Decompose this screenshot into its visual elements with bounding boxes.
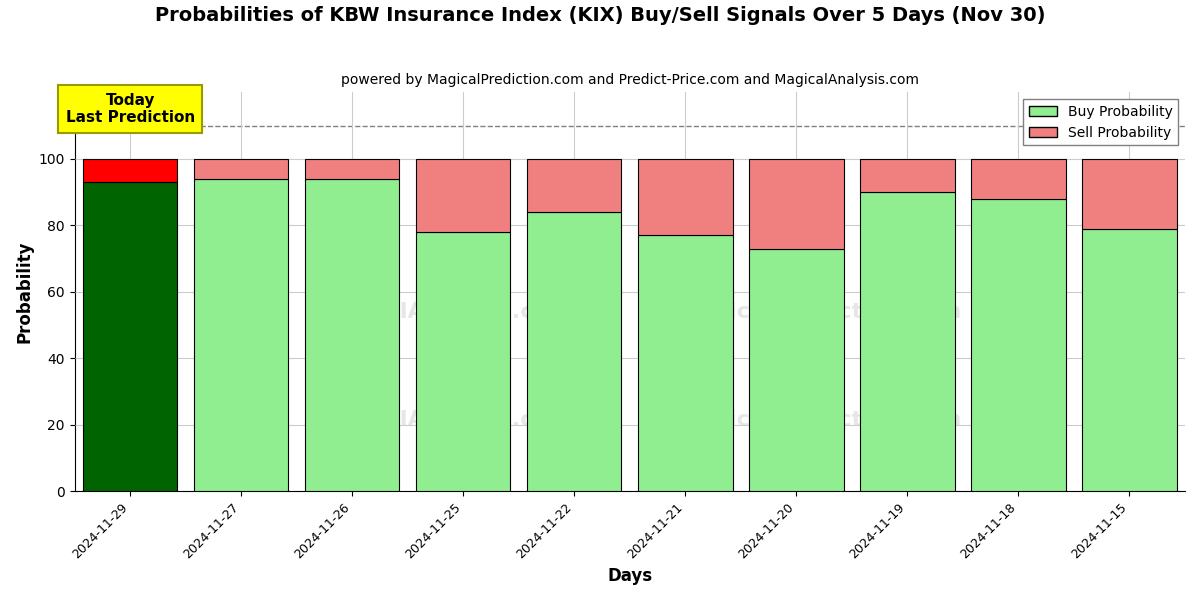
Text: Probabilities of KBW Insurance Index (KIX) Buy/Sell Signals Over 5 Days (Nov 30): Probabilities of KBW Insurance Index (KI… (155, 6, 1045, 25)
Bar (527, 212, 622, 491)
Bar (416, 159, 510, 232)
Text: MagicalAnalysis.com: MagicalAnalysis.com (311, 302, 571, 322)
Bar (749, 248, 844, 491)
Bar (860, 192, 955, 491)
Bar (971, 159, 1066, 199)
Bar (638, 159, 732, 235)
Text: MagicalPrediction.com: MagicalPrediction.com (676, 302, 961, 322)
Bar (971, 199, 1066, 491)
Bar (860, 159, 955, 192)
Legend: Buy Probability, Sell Probability: Buy Probability, Sell Probability (1024, 99, 1178, 145)
Bar (749, 159, 844, 248)
Text: MagicalPrediction.com: MagicalPrediction.com (676, 410, 961, 430)
Bar (638, 235, 732, 491)
Bar (194, 159, 288, 179)
Text: MagicalAnalysis.com: MagicalAnalysis.com (311, 410, 571, 430)
X-axis label: Days: Days (607, 567, 653, 585)
Bar (305, 179, 400, 491)
Bar (1082, 229, 1177, 491)
Bar (83, 159, 178, 182)
Bar (194, 179, 288, 491)
Bar (527, 159, 622, 212)
Bar (83, 182, 178, 491)
Bar (305, 159, 400, 179)
Bar (416, 232, 510, 491)
Y-axis label: Probability: Probability (16, 241, 34, 343)
Bar (1082, 159, 1177, 229)
Title: powered by MagicalPrediction.com and Predict-Price.com and MagicalAnalysis.com: powered by MagicalPrediction.com and Pre… (341, 73, 919, 87)
Text: Today
Last Prediction: Today Last Prediction (66, 93, 194, 125)
